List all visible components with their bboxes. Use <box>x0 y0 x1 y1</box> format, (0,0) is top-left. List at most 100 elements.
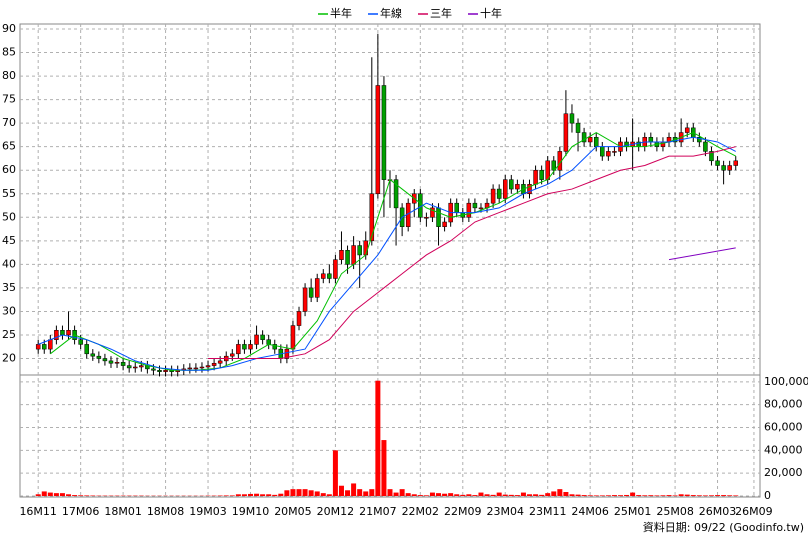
y-tick-label: 90 <box>2 22 16 35</box>
volume-bar <box>448 493 454 496</box>
candle-body <box>120 362 126 366</box>
candle-body <box>727 165 732 171</box>
candle-body <box>308 287 314 298</box>
volume-bar <box>581 495 587 496</box>
candle-body <box>363 240 368 256</box>
legend-label: 十年 <box>480 6 502 20</box>
volume-bar <box>78 495 84 496</box>
candle-body <box>600 146 605 157</box>
candle-body <box>490 188 496 204</box>
candle-body <box>375 85 381 195</box>
candle-body <box>242 344 247 350</box>
x-tick-label: 22M09 <box>444 505 482 518</box>
candle-body <box>78 339 83 345</box>
candle-body <box>339 250 344 260</box>
volume-bar <box>708 495 714 496</box>
volume-bar <box>490 494 496 496</box>
volume-bar <box>630 492 636 496</box>
x-tick-label: 16M11 <box>19 505 57 518</box>
y-tick-label: 70 <box>2 116 16 129</box>
x-tick-label: 20M05 <box>274 505 312 518</box>
candle-body <box>272 344 278 350</box>
volume-bar <box>375 380 381 496</box>
candle-body <box>472 202 478 209</box>
legend-label: 三年 <box>430 6 452 20</box>
volume-bar <box>345 490 351 496</box>
volume-bar <box>411 494 417 496</box>
candle-body <box>527 184 532 195</box>
candle-body <box>266 339 271 345</box>
candle-body <box>96 355 102 359</box>
x-tick-label: 21M07 <box>359 505 397 518</box>
y-tick-label: 35 <box>2 281 16 294</box>
candle-body <box>205 365 211 368</box>
candle-body <box>236 344 241 355</box>
candle-body <box>369 193 375 242</box>
y-tick-label: 40 <box>2 257 16 270</box>
candle-body <box>163 370 168 372</box>
volume-bar <box>351 483 357 496</box>
volume-bar <box>533 494 539 496</box>
volume-bar <box>496 492 502 496</box>
source-note: 資料日期: 09/22 (Goodinfo.tw) <box>643 520 804 534</box>
volume-bar <box>575 494 581 496</box>
candle-body <box>357 245 362 256</box>
volume-bar <box>278 493 284 496</box>
volume-bar <box>715 495 721 496</box>
volume-bar <box>247 493 253 496</box>
volume-bar <box>460 494 466 496</box>
x-tick-label: 25M08 <box>656 505 694 518</box>
candle-body <box>551 160 557 171</box>
volume-bar <box>260 494 266 496</box>
candle-body <box>502 179 508 199</box>
candle-body <box>284 348 290 359</box>
candle-body <box>230 353 235 357</box>
volume-bar <box>539 494 545 496</box>
y-tick-label: 85 <box>2 46 16 59</box>
plot-frame <box>19 23 761 498</box>
candle-body <box>509 179 514 190</box>
candle-body <box>260 334 265 340</box>
candle-body <box>697 137 702 143</box>
candle-body <box>54 330 59 340</box>
candle-body <box>612 151 617 153</box>
volume-bar <box>702 495 708 496</box>
candle-body <box>393 179 399 209</box>
candle-body <box>709 151 714 162</box>
candle-body <box>296 311 302 326</box>
volume-bar <box>636 495 642 496</box>
x-tick-label: 22M02 <box>402 505 440 518</box>
volume-bar <box>399 489 405 496</box>
volume-bar <box>284 490 290 496</box>
volume-bar <box>545 493 551 496</box>
volume-tick-label: 40,000 <box>764 443 803 456</box>
volume-bar <box>605 495 611 496</box>
candle-body <box>151 368 156 371</box>
candle-body <box>132 366 138 369</box>
volume-bar <box>660 495 666 496</box>
volume-bar <box>423 495 429 496</box>
volume-bar <box>338 485 344 496</box>
candle-body <box>478 207 484 210</box>
candle-body <box>327 273 332 279</box>
candle-body <box>381 85 387 180</box>
candle-body <box>314 278 320 298</box>
y-tick-label: 60 <box>2 163 16 176</box>
candle-body <box>60 330 65 336</box>
candle-body <box>436 207 441 227</box>
volume-bar <box>587 495 593 496</box>
volume-tick-label: 0 <box>764 489 771 502</box>
volume-bar <box>599 495 605 496</box>
legend-label: 年線 <box>380 6 402 20</box>
candle-body <box>715 160 720 166</box>
candle-body <box>193 367 199 370</box>
ma-line <box>208 146 736 360</box>
volume-bar <box>326 494 332 496</box>
candle-body <box>539 169 544 180</box>
volume-bar <box>672 495 678 496</box>
volume-bar <box>53 493 59 496</box>
ma-line <box>38 136 736 371</box>
candle-body <box>108 360 114 364</box>
candle-body <box>545 160 550 180</box>
